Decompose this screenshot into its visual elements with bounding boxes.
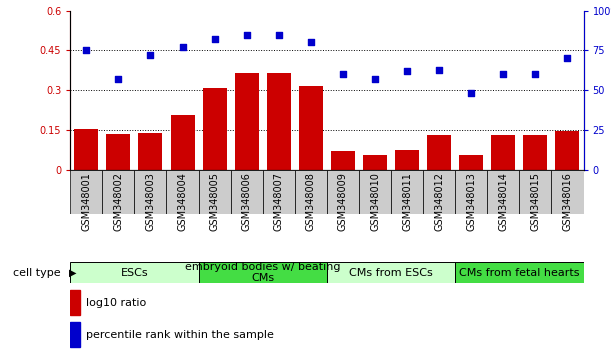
FancyBboxPatch shape — [199, 262, 327, 283]
Text: GSM348005: GSM348005 — [210, 172, 219, 231]
FancyBboxPatch shape — [166, 170, 199, 214]
Bar — [106, 134, 130, 170]
Text: cell type: cell type — [13, 268, 64, 278]
FancyBboxPatch shape — [552, 170, 584, 214]
Point — [499, 72, 508, 77]
Text: GSM348016: GSM348016 — [563, 172, 573, 231]
Point — [145, 52, 155, 58]
Text: ▶: ▶ — [69, 268, 76, 278]
FancyBboxPatch shape — [455, 262, 584, 283]
Point — [210, 36, 219, 42]
Bar — [331, 152, 355, 170]
Text: GSM348003: GSM348003 — [145, 172, 155, 231]
Point — [530, 72, 540, 77]
Text: GSM348011: GSM348011 — [402, 172, 412, 231]
Bar — [427, 135, 451, 170]
FancyBboxPatch shape — [295, 170, 327, 214]
Point — [306, 40, 316, 45]
FancyBboxPatch shape — [70, 262, 199, 283]
Bar — [555, 131, 579, 170]
Point — [274, 32, 284, 37]
Text: GSM348002: GSM348002 — [114, 172, 123, 231]
Text: GSM348013: GSM348013 — [466, 172, 476, 231]
Text: GSM348004: GSM348004 — [178, 172, 188, 231]
Bar — [235, 73, 258, 170]
FancyBboxPatch shape — [134, 170, 166, 214]
Point — [370, 76, 380, 82]
Point — [563, 56, 573, 61]
Point — [338, 72, 348, 77]
Text: GSM348010: GSM348010 — [370, 172, 380, 231]
Text: GSM348008: GSM348008 — [306, 172, 316, 231]
FancyBboxPatch shape — [103, 170, 134, 214]
Bar — [203, 88, 227, 170]
FancyBboxPatch shape — [455, 170, 488, 214]
FancyBboxPatch shape — [231, 170, 263, 214]
Text: GSM348009: GSM348009 — [338, 172, 348, 231]
Bar — [524, 135, 547, 170]
FancyBboxPatch shape — [423, 170, 455, 214]
Text: GSM348006: GSM348006 — [242, 172, 252, 231]
FancyBboxPatch shape — [263, 170, 295, 214]
FancyBboxPatch shape — [488, 170, 519, 214]
Point — [466, 91, 476, 96]
Text: GSM348014: GSM348014 — [499, 172, 508, 231]
Point — [242, 32, 252, 37]
Point — [402, 68, 412, 74]
Bar — [491, 135, 515, 170]
Text: CMs from ESCs: CMs from ESCs — [349, 268, 433, 278]
Text: GSM348001: GSM348001 — [81, 172, 91, 231]
Text: ESCs: ESCs — [120, 268, 148, 278]
Bar — [459, 155, 483, 170]
Text: GSM348015: GSM348015 — [530, 172, 540, 231]
Text: percentile rank within the sample: percentile rank within the sample — [86, 330, 274, 340]
Bar — [267, 73, 291, 170]
FancyBboxPatch shape — [519, 170, 552, 214]
Bar — [139, 133, 163, 170]
Bar — [299, 86, 323, 170]
Bar — [170, 115, 194, 170]
Text: CMs from fetal hearts: CMs from fetal hearts — [459, 268, 580, 278]
Point — [434, 67, 444, 72]
Bar — [75, 129, 98, 170]
Point — [114, 76, 123, 82]
Point — [81, 47, 91, 53]
Bar — [70, 290, 79, 315]
Text: embryoid bodies w/ beating
CMs: embryoid bodies w/ beating CMs — [185, 262, 340, 284]
FancyBboxPatch shape — [391, 170, 423, 214]
Text: log10 ratio: log10 ratio — [86, 298, 146, 308]
Bar — [363, 155, 387, 170]
FancyBboxPatch shape — [327, 170, 359, 214]
FancyBboxPatch shape — [70, 170, 103, 214]
FancyBboxPatch shape — [359, 170, 391, 214]
Text: GSM348012: GSM348012 — [434, 172, 444, 231]
FancyBboxPatch shape — [199, 170, 231, 214]
Point — [178, 45, 188, 50]
Text: GSM348007: GSM348007 — [274, 172, 284, 231]
Bar — [70, 322, 79, 347]
Bar — [395, 150, 419, 170]
FancyBboxPatch shape — [327, 262, 455, 283]
